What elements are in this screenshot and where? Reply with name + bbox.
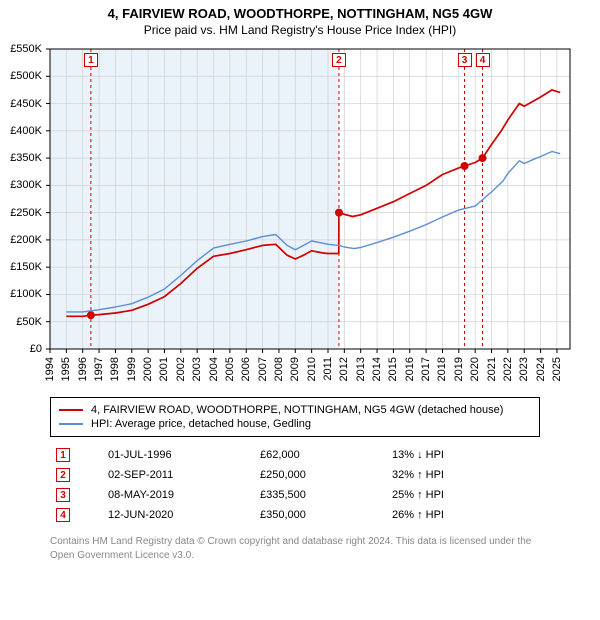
x-axis-label: 1998 bbox=[109, 357, 121, 381]
y-axis-label: £0 bbox=[2, 343, 42, 355]
event-marker-icon: 3 bbox=[56, 488, 70, 502]
x-axis-label: 2017 bbox=[420, 357, 432, 381]
legend-item: HPI: Average price, detached house, Gedl… bbox=[59, 418, 531, 430]
x-axis-label: 2001 bbox=[158, 357, 170, 381]
transaction-table: 1 01-JUL-1996£62,00013% ↓ HPI 2 02-SEP-2011… bbox=[50, 445, 540, 525]
event-delta: 13% ↓ HPI bbox=[386, 445, 540, 465]
x-axis-label: 1996 bbox=[77, 357, 89, 381]
event-delta: 26% ↑ HPI bbox=[386, 505, 540, 525]
event-marker: 1 bbox=[84, 53, 98, 67]
chart-title: 4, FAIRVIEW ROAD, WOODTHORPE, NOTTINGHAM… bbox=[0, 6, 600, 21]
y-axis-label: £200K bbox=[2, 234, 42, 246]
chart-legend: 4, FAIRVIEW ROAD, WOODTHORPE, NOTTINGHAM… bbox=[50, 397, 540, 437]
copyright-footer: Contains HM Land Registry data © Crown c… bbox=[50, 535, 540, 570]
x-axis-label: 2020 bbox=[469, 357, 481, 381]
x-axis-label: 2000 bbox=[142, 357, 154, 381]
x-axis-label: 2009 bbox=[289, 357, 301, 381]
event-price: £350,000 bbox=[254, 505, 386, 525]
event-price: £250,000 bbox=[254, 465, 386, 485]
x-axis-label: 2024 bbox=[535, 357, 547, 381]
x-axis-label: 2002 bbox=[175, 357, 187, 381]
event-marker-icon: 1 bbox=[56, 448, 70, 462]
event-price: £62,000 bbox=[254, 445, 386, 465]
y-axis-label: £250K bbox=[2, 207, 42, 219]
x-axis-label: 1999 bbox=[126, 357, 138, 381]
x-axis-label: 2006 bbox=[240, 357, 252, 381]
table-row: 2 02-SEP-2011£250,00032% ↑ HPI bbox=[50, 465, 540, 485]
chart-title-block: 4, FAIRVIEW ROAD, WOODTHORPE, NOTTINGHAM… bbox=[0, 0, 600, 41]
y-axis-label: £450K bbox=[2, 98, 42, 110]
y-axis-label: £550K bbox=[2, 43, 42, 55]
x-axis-label: 2003 bbox=[191, 357, 203, 381]
x-axis-label: 2012 bbox=[338, 357, 350, 381]
y-axis-label: £100K bbox=[2, 288, 42, 300]
y-axis-label: £50K bbox=[2, 316, 42, 328]
event-date: 01-JUL-1996 bbox=[102, 445, 254, 465]
event-marker-icon: 2 bbox=[56, 468, 70, 482]
legend-swatch bbox=[59, 409, 83, 411]
event-delta: 32% ↑ HPI bbox=[386, 465, 540, 485]
x-axis-label: 1997 bbox=[93, 357, 105, 381]
x-axis-label: 2011 bbox=[322, 357, 334, 381]
event-marker-icon: 4 bbox=[56, 508, 70, 522]
event-date: 02-SEP-2011 bbox=[102, 465, 254, 485]
y-axis-label: £350K bbox=[2, 152, 42, 164]
event-date: 08-MAY-2019 bbox=[102, 485, 254, 505]
event-date: 12-JUN-2020 bbox=[102, 505, 254, 525]
chart-subtitle: Price paid vs. HM Land Registry's House … bbox=[0, 23, 600, 37]
x-axis-label: 1995 bbox=[60, 357, 72, 381]
y-axis-label: £150K bbox=[2, 261, 42, 273]
legend-label: HPI: Average price, detached house, Gedl… bbox=[91, 418, 311, 430]
event-price: £335,500 bbox=[254, 485, 386, 505]
x-axis-label: 2023 bbox=[518, 357, 530, 381]
x-axis-label: 2025 bbox=[551, 357, 563, 381]
x-axis-label: 2022 bbox=[502, 357, 514, 381]
table-row: 4 12-JUN-2020£350,00026% ↑ HPI bbox=[50, 505, 540, 525]
x-axis-label: 2010 bbox=[306, 357, 318, 381]
legend-label: 4, FAIRVIEW ROAD, WOODTHORPE, NOTTINGHAM… bbox=[91, 404, 503, 416]
y-axis-label: £300K bbox=[2, 179, 42, 191]
x-axis-label: 1994 bbox=[44, 357, 56, 381]
y-axis-label: £400K bbox=[2, 125, 42, 137]
table-row: 1 01-JUL-1996£62,00013% ↓ HPI bbox=[50, 445, 540, 465]
legend-item: 4, FAIRVIEW ROAD, WOODTHORPE, NOTTINGHAM… bbox=[59, 404, 531, 416]
price-chart: £0 £50K £100K £150K £200K £250K £300K £350K £400… bbox=[0, 41, 600, 391]
x-axis-label: 2021 bbox=[486, 357, 498, 381]
x-axis-label: 2008 bbox=[273, 357, 285, 381]
x-axis-label: 2004 bbox=[208, 357, 220, 381]
event-marker: 4 bbox=[476, 53, 490, 67]
x-axis-label: 2016 bbox=[404, 357, 416, 381]
x-axis-label: 2015 bbox=[387, 357, 399, 381]
x-axis-label: 2018 bbox=[436, 357, 448, 381]
table-row: 3 08-MAY-2019£335,50025% ↑ HPI bbox=[50, 485, 540, 505]
event-marker: 2 bbox=[332, 53, 346, 67]
event-delta: 25% ↑ HPI bbox=[386, 485, 540, 505]
x-axis-label: 2014 bbox=[371, 357, 383, 381]
y-axis-label: £500K bbox=[2, 70, 42, 82]
x-axis-label: 2019 bbox=[453, 357, 465, 381]
x-axis-label: 2013 bbox=[355, 357, 367, 381]
legend-swatch bbox=[59, 423, 83, 425]
x-axis-label: 2005 bbox=[224, 357, 236, 381]
x-axis-label: 2007 bbox=[257, 357, 269, 381]
event-marker: 3 bbox=[458, 53, 472, 67]
